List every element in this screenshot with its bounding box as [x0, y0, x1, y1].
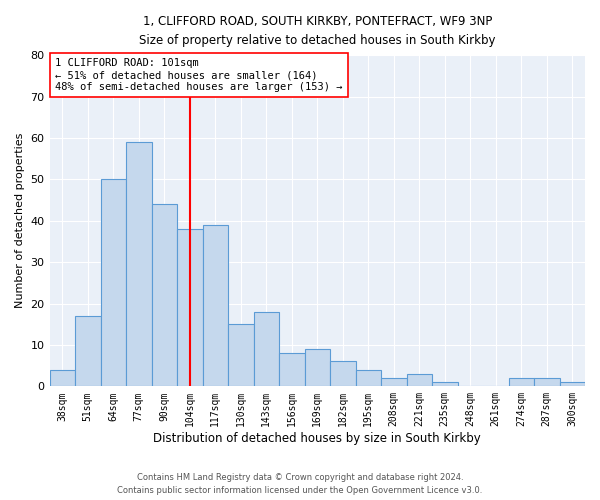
Bar: [432, 382, 458, 386]
Title: 1, CLIFFORD ROAD, SOUTH KIRKBY, PONTEFRACT, WF9 3NP
Size of property relative to: 1, CLIFFORD ROAD, SOUTH KIRKBY, PONTEFRA…: [139, 15, 496, 47]
Bar: [228, 324, 254, 386]
X-axis label: Distribution of detached houses by size in South Kirkby: Distribution of detached houses by size …: [154, 432, 481, 445]
Bar: [279, 353, 305, 386]
Text: Contains HM Land Registry data © Crown copyright and database right 2024.
Contai: Contains HM Land Registry data © Crown c…: [118, 474, 482, 495]
Bar: [254, 312, 279, 386]
Bar: [509, 378, 534, 386]
Bar: [126, 142, 152, 386]
Bar: [407, 374, 432, 386]
Y-axis label: Number of detached properties: Number of detached properties: [15, 133, 25, 308]
Bar: [50, 370, 75, 386]
Bar: [75, 316, 101, 386]
Bar: [177, 229, 203, 386]
Bar: [305, 349, 330, 387]
Bar: [203, 225, 228, 386]
Bar: [534, 378, 560, 386]
Bar: [101, 180, 126, 386]
Bar: [152, 204, 177, 386]
Text: 1 CLIFFORD ROAD: 101sqm
← 51% of detached houses are smaller (164)
48% of semi-d: 1 CLIFFORD ROAD: 101sqm ← 51% of detache…: [55, 58, 343, 92]
Bar: [560, 382, 585, 386]
Bar: [381, 378, 407, 386]
Bar: [356, 370, 381, 386]
Bar: [330, 362, 356, 386]
